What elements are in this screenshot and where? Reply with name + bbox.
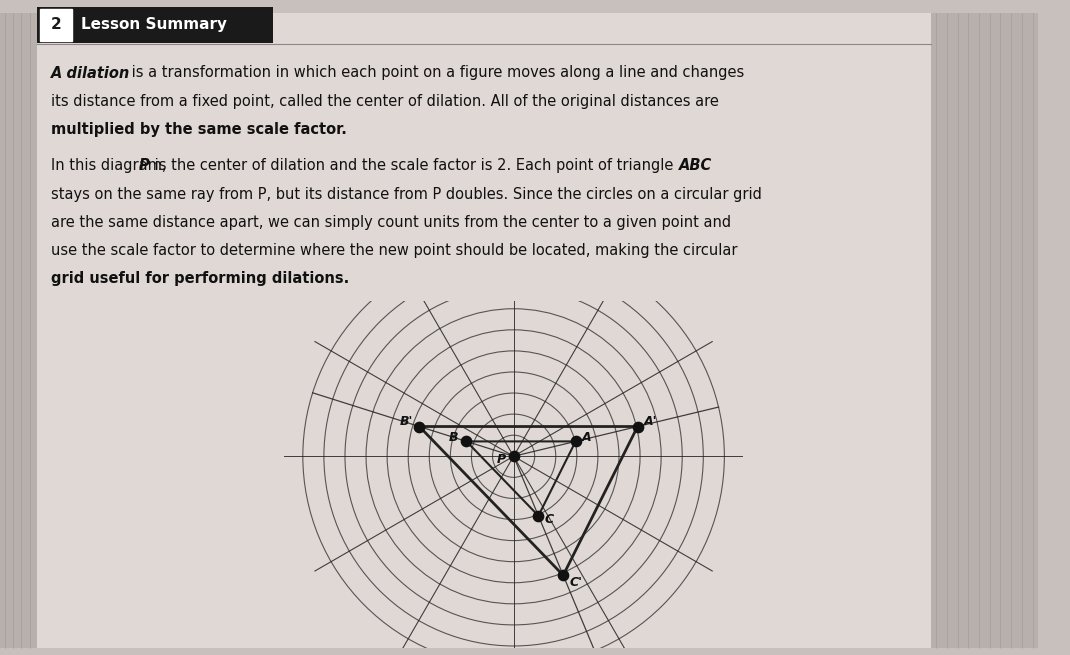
FancyBboxPatch shape [0, 13, 37, 648]
Text: is a transformation in which each point on a figure moves along a line and chang: is a transformation in which each point … [127, 66, 745, 81]
Text: A dilation: A dilation [51, 66, 131, 81]
Text: are the same distance apart, we can simply count units from the center to a give: are the same distance apart, we can simp… [51, 215, 732, 230]
Point [554, 570, 571, 580]
Text: P: P [139, 159, 150, 174]
Text: A': A' [644, 415, 657, 428]
Text: its distance from a fixed point, called the center of dilation. All of the origi: its distance from a fixed point, called … [51, 94, 719, 109]
FancyBboxPatch shape [931, 13, 1038, 648]
Point [505, 451, 522, 462]
Point [458, 436, 475, 447]
Text: C': C' [569, 576, 582, 590]
Text: P: P [496, 453, 505, 466]
Text: multiplied by the same scale factor.: multiplied by the same scale factor. [51, 122, 348, 137]
Point [567, 436, 584, 447]
Text: B': B' [399, 415, 413, 428]
FancyBboxPatch shape [32, 13, 974, 648]
Text: B: B [449, 431, 459, 444]
FancyBboxPatch shape [40, 9, 72, 41]
Point [629, 421, 646, 432]
Text: ABC: ABC [679, 159, 713, 174]
Text: stays on the same ray from P, but its distance from P doubles. Since the circles: stays on the same ray from P, but its di… [51, 187, 762, 202]
Point [411, 421, 428, 432]
FancyBboxPatch shape [37, 7, 273, 43]
Text: A: A [582, 431, 592, 444]
Text: use the scale factor to determine where the new point should be located, making : use the scale factor to determine where … [51, 243, 738, 258]
Text: C: C [545, 513, 553, 526]
Text: 2: 2 [50, 18, 61, 32]
Text: Lesson Summary: Lesson Summary [81, 18, 227, 32]
Text: In this diagram,: In this diagram, [51, 159, 171, 174]
Text: grid useful for performing dilations.: grid useful for performing dilations. [51, 271, 350, 286]
Point [530, 510, 547, 521]
Text: is the center of dilation and the scale factor is 2. Each point of triangle: is the center of dilation and the scale … [150, 159, 677, 174]
